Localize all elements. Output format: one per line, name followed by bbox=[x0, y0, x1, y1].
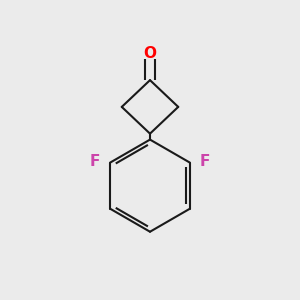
Text: F: F bbox=[200, 154, 210, 169]
Text: O: O bbox=[143, 46, 157, 62]
Text: F: F bbox=[90, 154, 101, 169]
